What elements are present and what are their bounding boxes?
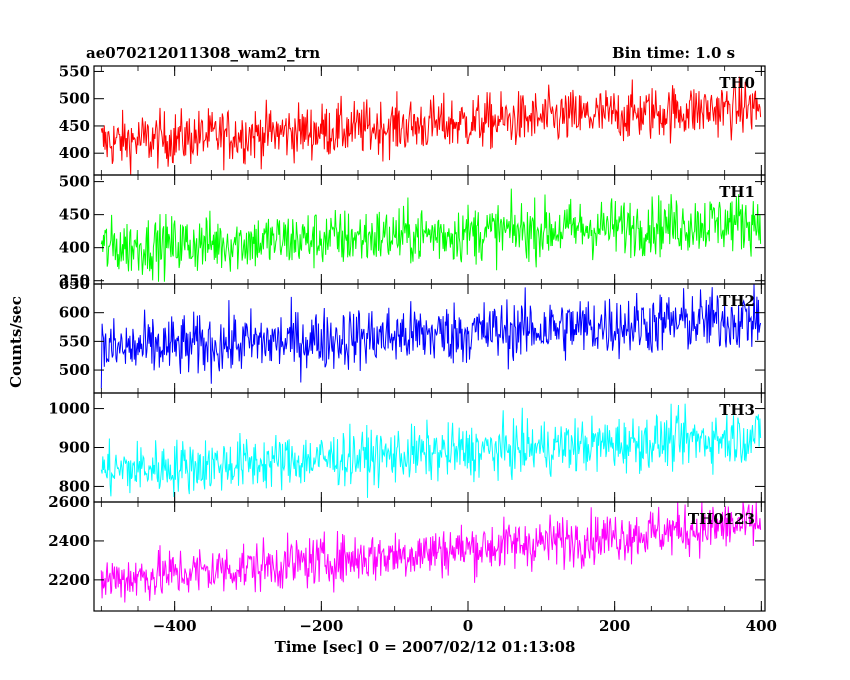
- y-tick-label: 600: [59, 304, 90, 322]
- y-tick-label: 900: [59, 439, 90, 457]
- y-tick-label: 400: [59, 239, 90, 257]
- y-axis-label: Counts/sec: [7, 296, 25, 388]
- y-tick-label: 500: [59, 90, 90, 108]
- y-tick-label: 2600: [48, 493, 90, 511]
- y-tick-label: 450: [59, 206, 90, 224]
- series-th2: [100, 283, 762, 389]
- x-tick-label: −200: [299, 617, 343, 635]
- series-th3: [100, 403, 762, 498]
- x-tick-label: 0: [463, 617, 473, 635]
- series-th0: [100, 76, 762, 176]
- panel-label-th0123: TH0123: [688, 510, 755, 528]
- y-tick-label: 800: [59, 477, 90, 495]
- series-th0123: [100, 501, 762, 603]
- y-tick-label: 500: [59, 173, 90, 191]
- x-tick-label: 400: [746, 617, 777, 635]
- y-tick-label: 650: [59, 275, 90, 293]
- y-tick-label: 1000: [48, 400, 90, 418]
- x-tick-label: −400: [153, 617, 197, 635]
- x-tick-label: 200: [599, 617, 630, 635]
- panel-label-th3: TH3: [719, 401, 755, 419]
- y-tick-label: 2400: [48, 532, 90, 550]
- chart-title: ae070212011308_wam2_trn: [86, 44, 321, 62]
- y-tick-label: 500: [59, 361, 90, 379]
- bin-time-label: Bin time: 1.0 s: [612, 44, 736, 62]
- y-tick-label: 550: [59, 62, 90, 80]
- panel-label-th1: TH1: [719, 183, 755, 201]
- series-th1: [100, 188, 762, 282]
- y-tick-label: 450: [59, 117, 90, 135]
- panel-frame-th0123: [93, 501, 766, 612]
- y-tick-label: 400: [59, 144, 90, 162]
- y-tick-label: 350: [59, 272, 90, 290]
- y-tick-label: 2200: [48, 571, 90, 589]
- y-tick-label: 550: [59, 332, 90, 350]
- x-axis-label: Time [sec] 0 = 2007/02/12 01:13:08: [274, 638, 576, 656]
- panel-label-th0: TH0: [719, 74, 755, 92]
- panel-label-th2: TH2: [719, 292, 755, 310]
